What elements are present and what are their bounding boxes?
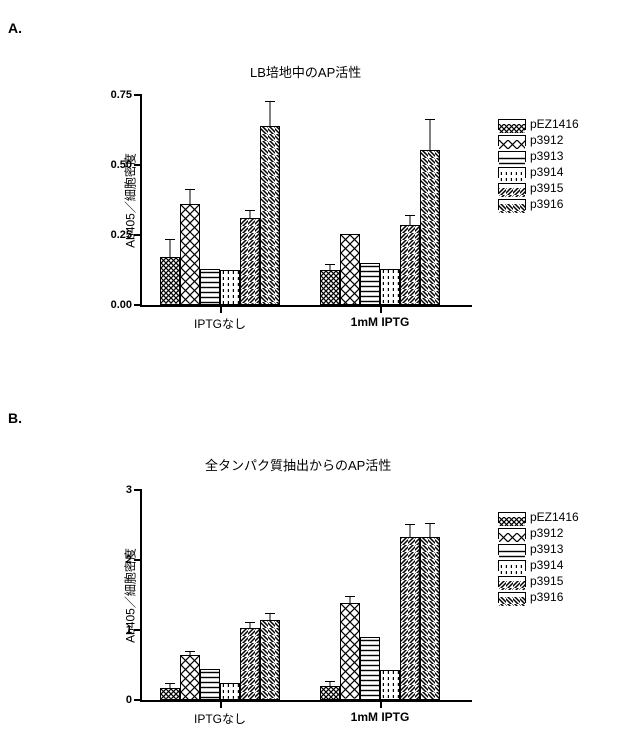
chart-a-legend-item: p3914 xyxy=(498,165,579,179)
legend-label: pEZ1416 xyxy=(530,510,579,524)
chart-a-ylabel: Ab405／細胞密度 xyxy=(122,141,139,261)
chart-b-bar xyxy=(200,490,220,700)
chart-b-legend-item: p3916 xyxy=(498,590,579,604)
legend-swatch xyxy=(498,544,526,555)
chart-b-ytick-label: 3 xyxy=(126,484,142,496)
chart-a-bar xyxy=(340,95,360,305)
chart-b-bar xyxy=(160,490,180,700)
chart-b-bar xyxy=(400,490,420,700)
chart-b-legend-item: p3915 xyxy=(498,574,579,588)
legend-swatch xyxy=(498,183,526,194)
chart-a-legend-item: p3913 xyxy=(498,149,579,163)
chart-a-xcategory-label: IPTGなし xyxy=(194,305,246,332)
chart-a-ytick-label: 0.00 xyxy=(111,299,142,311)
chart-a-bar xyxy=(200,95,220,305)
chart-a-bar xyxy=(160,95,180,305)
chart-a-bar xyxy=(360,95,380,305)
chart-b-legend-item: p3914 xyxy=(498,558,579,572)
chart-b-plot: 0123IPTGなし1mM IPTG xyxy=(140,490,472,702)
legend-swatch xyxy=(498,512,526,523)
legend-label: p3912 xyxy=(530,526,563,540)
chart-b-legend-item: p3913 xyxy=(498,542,579,556)
legend-label: pEZ1416 xyxy=(530,117,579,131)
legend-label: p3915 xyxy=(530,574,563,588)
chart-b-bar xyxy=(260,490,280,700)
legend-label: p3914 xyxy=(530,165,563,179)
chart-b-bar xyxy=(340,490,360,700)
legend-label: p3912 xyxy=(530,133,563,147)
panel-b-label: B. xyxy=(8,410,22,426)
legend-swatch xyxy=(498,576,526,587)
chart-a-bar xyxy=(240,95,260,305)
chart-b-bar xyxy=(420,490,440,700)
chart-b-legend: pEZ1416 p3912 p3913 p3914 p3915 p3916 xyxy=(498,510,579,606)
legend-label: p3913 xyxy=(530,149,563,163)
legend-swatch xyxy=(498,119,526,130)
chart-a-bar xyxy=(320,95,340,305)
chart-b-legend-item: p3912 xyxy=(498,526,579,540)
legend-swatch xyxy=(498,135,526,146)
chart-a-bar xyxy=(380,95,400,305)
chart-b-bar xyxy=(180,490,200,700)
chart-b-bar xyxy=(380,490,400,700)
chart-a-bar xyxy=(180,95,200,305)
chart-a-legend-item: pEZ1416 xyxy=(498,117,579,131)
chart-b-legend-item: pEZ1416 xyxy=(498,510,579,524)
chart-a-ytick-label: 0.75 xyxy=(111,89,142,101)
legend-swatch xyxy=(498,592,526,603)
chart-a-bar xyxy=(220,95,240,305)
chart-b-ytick-label: 0 xyxy=(126,694,142,706)
chart-b-ylabel: Ab405／細胞密度 xyxy=(122,536,139,656)
legend-label: p3916 xyxy=(530,197,563,211)
legend-swatch xyxy=(498,167,526,178)
chart-a-legend: pEZ1416 p3912 p3913 p3914 p3915 p3916 xyxy=(498,117,579,213)
chart-b-xcategory-label: IPTGなし xyxy=(194,700,246,727)
chart-a-plot: 0.000.250.500.75IPTGなし1mM IPTG xyxy=(140,95,472,307)
chart-a-legend-item: p3912 xyxy=(498,133,579,147)
panel-a-label: A. xyxy=(8,20,22,36)
chart-a-bar xyxy=(420,95,440,305)
chart-b-bar xyxy=(360,490,380,700)
chart-b-xcategory-label: 1mM IPTG xyxy=(351,700,410,724)
legend-swatch xyxy=(498,199,526,210)
legend-label: p3914 xyxy=(530,558,563,572)
chart-b-bar xyxy=(240,490,260,700)
legend-swatch xyxy=(498,560,526,571)
chart-a-bar xyxy=(400,95,420,305)
legend-label: p3913 xyxy=(530,542,563,556)
legend-swatch xyxy=(498,151,526,162)
chart-a-xcategory-label: 1mM IPTG xyxy=(351,305,410,329)
legend-label: p3916 xyxy=(530,590,563,604)
chart-a-legend-item: p3915 xyxy=(498,181,579,195)
chart-b-title: 全タンパク質抽出からのAP活性 xyxy=(205,455,391,474)
chart-a-title: LB培地中のAP活性 xyxy=(250,62,361,81)
chart-b-bar xyxy=(220,490,240,700)
chart-a-legend-item: p3916 xyxy=(498,197,579,211)
legend-swatch xyxy=(498,528,526,539)
chart-a-bar xyxy=(260,95,280,305)
legend-label: p3915 xyxy=(530,181,563,195)
chart-b-bar xyxy=(320,490,340,700)
